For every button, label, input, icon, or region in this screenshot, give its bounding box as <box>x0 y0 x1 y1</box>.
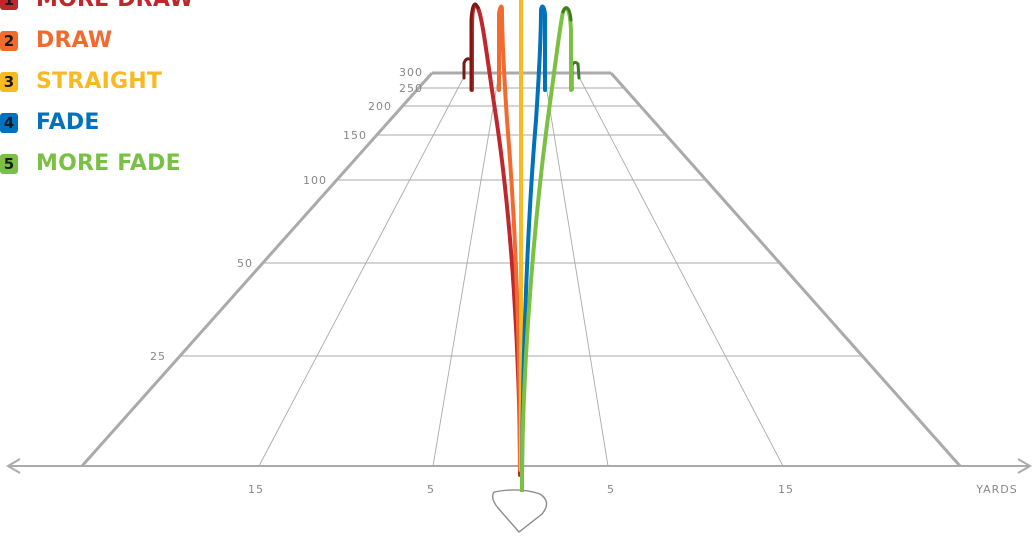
lateral-gridline <box>543 72 609 467</box>
lateral-label: 15 <box>248 483 264 496</box>
legend-badge: 2 <box>0 31 18 51</box>
more-draw-trajectory-dark <box>469 2 480 92</box>
draw-trajectory <box>497 4 522 472</box>
lateral-gridline <box>432 72 500 467</box>
distance-label: 250 <box>399 82 423 95</box>
field-left-edge <box>80 72 434 467</box>
lateral-label: 5 <box>607 483 615 496</box>
more-fade-rollout <box>570 60 581 92</box>
more-fade-trajectory-dark <box>561 6 573 22</box>
axis-unit-label: YARDS <box>975 483 1018 496</box>
legend-label: MORE DRAW <box>36 0 194 14</box>
legend-badge: 5 <box>0 154 18 174</box>
field-right-edge <box>609 72 962 467</box>
more-draw-rollout <box>462 57 471 80</box>
legend-item-draw: 2 DRAW <box>0 27 230 55</box>
distance-label: 200 <box>368 100 392 113</box>
legend-label: MORE FADE <box>36 151 181 176</box>
ball-trajectories <box>462 0 581 477</box>
legend-item-straight: 3 STRAIGHT <box>0 68 230 96</box>
axis-arrow-left-icon <box>6 458 21 474</box>
lateral-gridline <box>258 72 467 467</box>
golf-tee-icon <box>491 470 548 533</box>
axis-arrow-right-icon <box>1017 458 1032 474</box>
legend-badge: 4 <box>0 113 18 133</box>
lateral-labels: 15 5 5 15 <box>248 483 794 496</box>
distance-label: 300 <box>399 66 423 79</box>
legend-item-more-draw: 1 MORE DRAW <box>0 0 230 14</box>
distance-label: 25 <box>150 350 166 363</box>
distance-label: 150 <box>343 129 367 142</box>
tee-shape <box>491 489 548 533</box>
legend: 1 MORE DRAW 2 DRAW 3 STRAIGHT 4 FADE 5 M… <box>0 0 230 191</box>
legend-item-more-fade: 5 MORE FADE <box>0 150 230 178</box>
distance-labels: 300 250 200 150 100 50 25 <box>150 66 423 363</box>
legend-item-fade: 4 FADE <box>0 109 230 137</box>
legend-badge: 1 <box>0 0 18 10</box>
legend-label: FADE <box>36 110 100 135</box>
lateral-label: 15 <box>778 483 794 496</box>
legend-badge: 3 <box>0 72 18 92</box>
legend-label: STRAIGHT <box>36 69 163 94</box>
legend-label: DRAW <box>36 28 113 53</box>
distance-label: 100 <box>303 174 327 187</box>
distance-label: 50 <box>237 257 253 270</box>
lateral-gridline <box>576 72 784 467</box>
fade-trajectory <box>520 4 547 472</box>
lateral-label: 5 <box>427 483 435 496</box>
